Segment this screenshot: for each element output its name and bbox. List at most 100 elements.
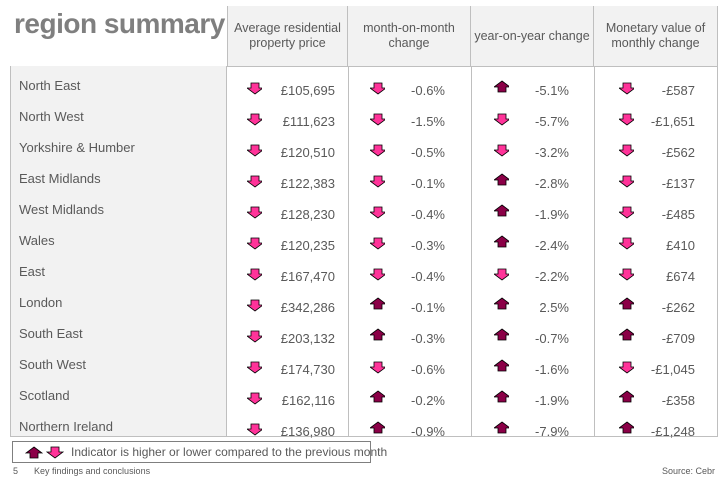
up-arrow-icon xyxy=(494,235,509,248)
down-arrow-icon xyxy=(370,175,385,188)
down-arrow-icon xyxy=(247,392,262,405)
yoy-change-value: -2.2% xyxy=(535,269,569,284)
down-arrow-icon xyxy=(619,206,634,219)
down-arrow-icon xyxy=(247,330,262,343)
monthly-change-value: -£1,248 xyxy=(650,424,695,439)
down-arrow-icon xyxy=(619,82,634,95)
average-price-value: £122,383 xyxy=(280,176,335,191)
yoy-change-value: 2.5% xyxy=(539,300,569,315)
down-arrow-icon xyxy=(247,423,262,436)
region-name: Northern Ireland xyxy=(19,419,113,434)
monthly-change-value: -£485 xyxy=(661,207,695,222)
up-arrow-icon xyxy=(494,421,509,434)
average-price-value: £105,695 xyxy=(280,83,335,98)
yoy-change-value: -0.7% xyxy=(535,331,569,346)
down-arrow-icon xyxy=(619,268,634,281)
header-month-on-month: month-on-month change xyxy=(348,6,471,66)
region-name: North East xyxy=(19,78,81,93)
monthly-change-value: -£709 xyxy=(661,331,695,346)
up-arrow-icon xyxy=(370,328,385,341)
average-price-value: £174,730 xyxy=(280,362,335,377)
down-arrow-icon xyxy=(494,144,509,157)
down-arrow-icon xyxy=(370,206,385,219)
region-name: Wales xyxy=(19,233,55,248)
up-arrow-icon xyxy=(619,297,634,310)
region-name: West Midlands xyxy=(19,202,105,217)
region-name: Yorkshire & Humber xyxy=(19,140,135,155)
up-arrow-icon xyxy=(25,446,43,459)
down-arrow-icon xyxy=(247,144,262,157)
monthly-change-value: -£1,045 xyxy=(650,362,695,377)
up-arrow-icon xyxy=(494,328,509,341)
down-arrow-icon xyxy=(247,113,262,126)
mom-change-value: -0.3% xyxy=(411,331,445,346)
up-arrow-icon xyxy=(370,390,385,403)
yoy-change-value: -3.2% xyxy=(535,145,569,160)
up-arrow-icon xyxy=(619,328,634,341)
yoy-change-value: -5.7% xyxy=(535,114,569,129)
legend: Indicator is higher or lower compared to… xyxy=(12,441,387,463)
average-price-value: £136,980 xyxy=(280,424,335,439)
header-monetary-value: Monetary value of monthly change xyxy=(594,6,718,66)
mom-change-value: -1.5% xyxy=(411,114,445,129)
down-arrow-icon xyxy=(619,237,634,250)
monthly-change-value: -£358 xyxy=(661,393,695,408)
region-column xyxy=(10,66,227,437)
yoy-change-value: -1.6% xyxy=(535,362,569,377)
section-title: Key findings and conclusions xyxy=(34,466,151,476)
yoy-change-value: -5.1% xyxy=(535,83,569,98)
average-price-value: £128,230 xyxy=(280,207,335,222)
average-price-value: £342,286 xyxy=(280,300,335,315)
mom-change-value: -0.3% xyxy=(411,238,445,253)
region-name: North West xyxy=(19,109,84,124)
mom-change-value: -0.1% xyxy=(411,176,445,191)
up-arrow-icon xyxy=(494,80,509,93)
down-arrow-icon xyxy=(370,268,385,281)
source-note: Source: Cebr xyxy=(661,466,715,476)
page-number: 5 xyxy=(13,466,19,476)
mom-change-value: -0.9% xyxy=(411,424,445,439)
down-arrow-icon xyxy=(247,299,262,312)
mom-change-value: -0.6% xyxy=(411,362,445,377)
monthly-change-value: £674 xyxy=(666,269,695,284)
down-arrow-icon xyxy=(370,361,385,374)
mom-change-value: -0.5% xyxy=(411,145,445,160)
down-arrow-icon xyxy=(619,144,634,157)
mom-change-value: -0.6% xyxy=(411,83,445,98)
up-arrow-icon xyxy=(494,390,509,403)
column-divider xyxy=(348,66,349,437)
down-arrow-icon xyxy=(370,113,385,126)
up-arrow-icon xyxy=(370,421,385,434)
region-name: Scotland xyxy=(19,388,70,403)
down-arrow-icon xyxy=(247,237,262,250)
monthly-change-value: -£137 xyxy=(661,176,695,191)
header-year-on-year: year-on-year change xyxy=(471,6,594,66)
monthly-change-value: -£262 xyxy=(661,300,695,315)
down-arrow-icon xyxy=(247,175,262,188)
down-arrow-icon xyxy=(370,237,385,250)
column-divider xyxy=(594,66,595,437)
yoy-change-value: -2.8% xyxy=(535,176,569,191)
mom-change-value: -0.1% xyxy=(411,300,445,315)
region-name: East xyxy=(19,264,46,279)
average-price-value: £111,623 xyxy=(282,114,335,129)
average-price-value: £120,510 xyxy=(280,145,335,160)
down-arrow-icon xyxy=(46,446,64,459)
yoy-change-value: -1.9% xyxy=(535,393,569,408)
yoy-change-value: -7.9% xyxy=(535,424,569,439)
yoy-change-value: -1.9% xyxy=(535,207,569,222)
region-name: London xyxy=(19,295,63,310)
average-price-value: £120,235 xyxy=(280,238,335,253)
down-arrow-icon xyxy=(247,206,262,219)
average-price-value: £203,132 xyxy=(280,331,335,346)
monthly-change-value: -£1,651 xyxy=(650,114,695,129)
monthly-change-value: -£587 xyxy=(661,83,695,98)
down-arrow-icon xyxy=(494,113,509,126)
region-name: East Midlands xyxy=(19,171,101,186)
up-arrow-icon xyxy=(494,297,509,310)
down-arrow-icon xyxy=(619,175,634,188)
up-arrow-icon xyxy=(619,421,634,434)
down-arrow-icon xyxy=(370,144,385,157)
down-arrow-icon xyxy=(619,361,634,374)
up-arrow-icon xyxy=(494,204,509,217)
